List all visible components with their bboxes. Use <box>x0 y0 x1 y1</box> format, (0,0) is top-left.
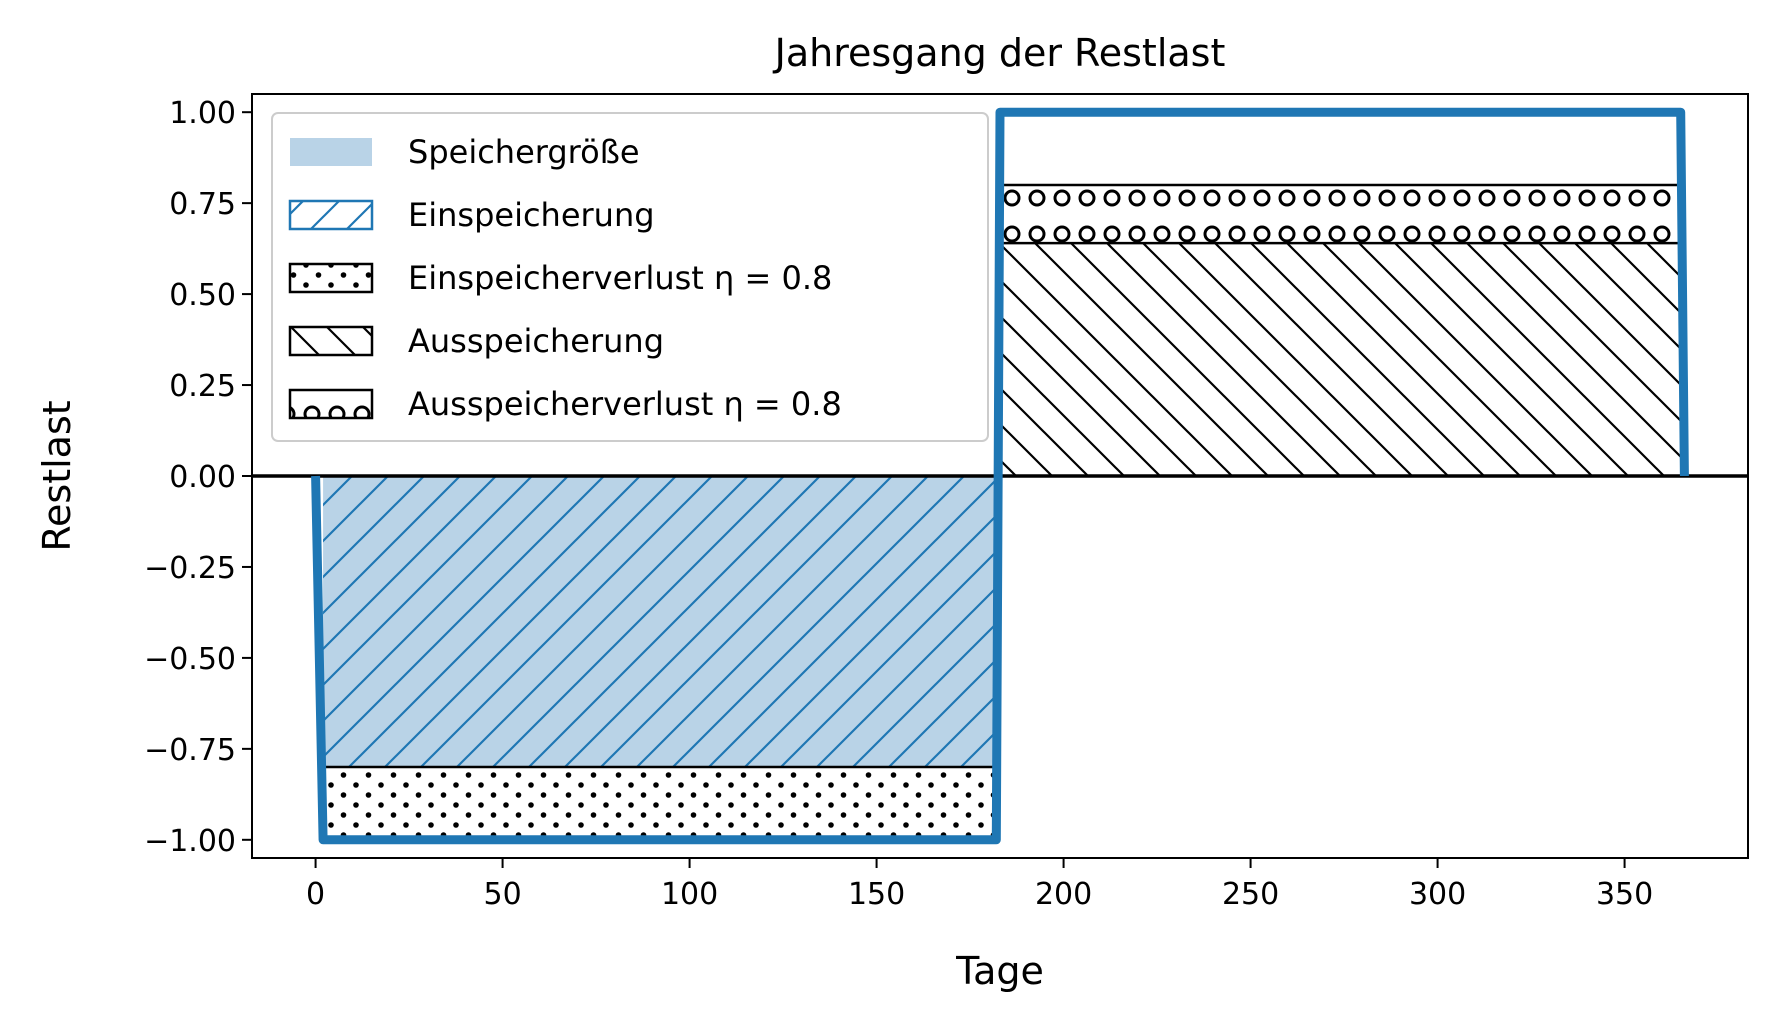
legend-swatch-1 <box>288 199 374 231</box>
y-tick-label: 1.00 <box>169 96 236 131</box>
y-tick-label: 0.50 <box>169 278 236 313</box>
legend: Speichergröße Einspeicherung Einspeicherve… <box>271 112 989 442</box>
region-1 <box>323 476 997 768</box>
chart-title: Jahresgang der Restlast <box>773 31 1226 75</box>
x-tick-label: 200 <box>1035 877 1092 912</box>
region-3 <box>1000 243 1681 476</box>
legend-label-3: Ausspeicherung <box>408 322 664 360</box>
legend-label-1: Einspeicherung <box>408 196 655 234</box>
x-tick-label: 300 <box>1409 877 1466 912</box>
y-tick-label: −1.00 <box>144 824 236 859</box>
y-axis-label: Restlast <box>35 400 79 551</box>
series-line-0 <box>311 107 1689 845</box>
y-tick-label: 0.00 <box>169 460 236 495</box>
y-tick-label: 0.75 <box>169 187 236 222</box>
y-tick-label: −0.75 <box>144 733 236 768</box>
x-tick-label: 100 <box>661 877 718 912</box>
legend-box <box>271 112 989 442</box>
x-tick-label: 50 <box>483 877 521 912</box>
y-tick-label: −0.25 <box>144 551 236 586</box>
x-tick-label: 150 <box>848 877 905 912</box>
x-tick-label: 250 <box>1222 877 1279 912</box>
region-4 <box>1000 184 1681 244</box>
y-axis: 1.00 0.75 0.50 0.25 0.00 −0.25 −0.50 −0.75 −1.00 <box>144 96 252 859</box>
y-tick-label: −0.50 <box>144 642 236 677</box>
x-axis-label: Tage <box>955 949 1044 993</box>
legend-label-4: Ausspeicherverlust η = 0.8 <box>408 385 842 423</box>
x-tick-label: 350 <box>1596 877 1653 912</box>
legend-swatch-0 <box>290 138 372 166</box>
x-axis: 0 50 100 150 200 250 300 350 <box>306 858 1653 912</box>
legend-label-2: Einspeicherverlust η = 0.8 <box>408 259 832 297</box>
legend-swatch-2 <box>288 262 374 294</box>
x-tick-label: 0 <box>306 877 325 912</box>
plot-regions <box>323 183 1681 840</box>
y-tick-label: 0.25 <box>169 369 236 404</box>
legend-swatch-4 <box>288 388 374 420</box>
region-2 <box>323 767 997 840</box>
legend-label-0: Speichergröße <box>408 133 640 171</box>
legend-swatch-3 <box>288 325 374 357</box>
series-layer <box>252 107 1748 845</box>
